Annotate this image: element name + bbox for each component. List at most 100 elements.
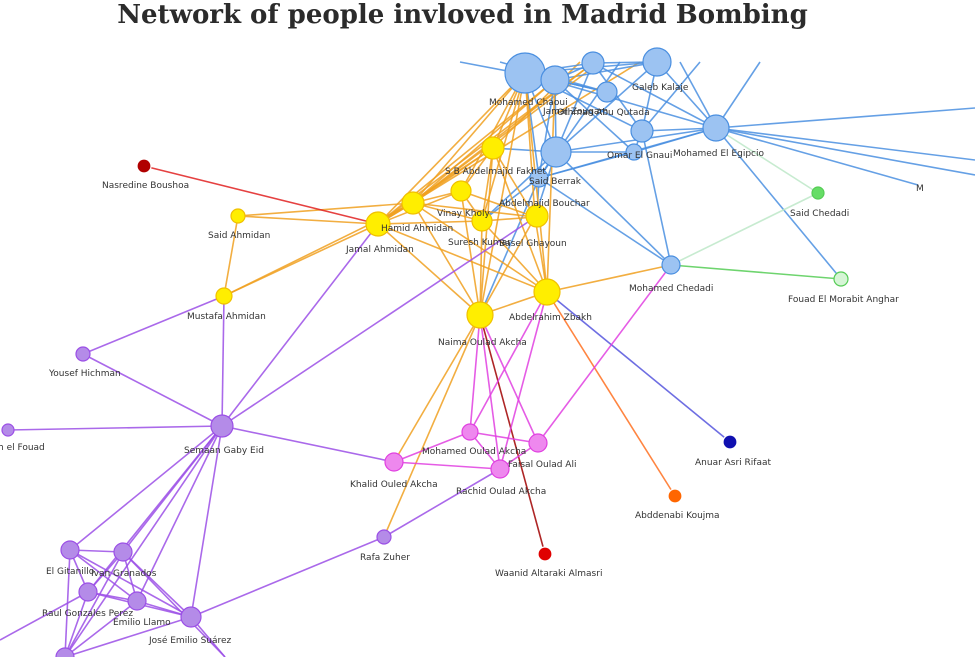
- node-label-left-edge: h el Fouad: [0, 443, 45, 453]
- node-jamal-zougam[interactable]: [540, 65, 570, 95]
- edge-jose_emilio_suarez-rafa_zuher: [190, 536, 385, 618]
- edge-faisal_oulad_ali-mohamed_chedadi: [537, 264, 672, 444]
- edge-naima_oulad_akcha-khalid_ouled_akcha: [393, 314, 481, 463]
- node-emilio-llamo[interactable]: [127, 591, 147, 611]
- edge-said_berrak-naima_oulad_akcha: [479, 177, 540, 316]
- edge-jamal_zougam-abdelrahim_zbakh: [546, 79, 556, 293]
- node-label-jose-emilio-suarez: José Emilio Suárez: [148, 635, 232, 646]
- edge-galeb_kalaje-mohamed_el_egipcio: [656, 61, 717, 129]
- edge-naima_oulad_akcha-rachid_oulad_akcha: [479, 314, 501, 470]
- node-rachid-oulad-akcha[interactable]: [490, 459, 510, 479]
- node-hamid-ahmidan[interactable]: [401, 191, 425, 215]
- node-label-raul-gonzales-perez: Raul Gonzales Perez: [42, 609, 133, 619]
- edge-blue_mid-mohamed_chedadi: [641, 130, 672, 266]
- node-label-el-gitanillo: El Gitanillo: [46, 567, 95, 577]
- edge-mohamed_el_egipcio-fouad_el_morabit_anghar: [715, 127, 842, 280]
- node-rafa-zuher[interactable]: [376, 529, 392, 545]
- edge-sb_abdelmajid_fakhet-naima_oulad_akcha: [479, 147, 494, 316]
- edge-mohamed_chedadi-said_chedadi: [670, 192, 819, 266]
- node-label-said-berrak: Said Berrak: [529, 177, 582, 187]
- node-said-berrak[interactable]: [529, 168, 549, 188]
- node-el-gitanillo[interactable]: [60, 540, 80, 560]
- node-mustafa-ahmidan[interactable]: [215, 287, 233, 305]
- node-label-omar-el-gnaui: Omar El Gnaui: [607, 151, 672, 161]
- node-ivan-granados[interactable]: [113, 542, 133, 562]
- edge-ivan_granados-bottom_left: [64, 551, 124, 657]
- node-mohamed-oulad-akcha[interactable]: [461, 423, 479, 441]
- node-suresh-kumar[interactable]: [471, 210, 493, 232]
- edge-semaan_gaby_eid-raul_gonzales_perez: [87, 425, 223, 593]
- node-mohamed-el-egipcio[interactable]: [702, 114, 730, 142]
- node-bottom-left[interactable]: [55, 647, 75, 657]
- edge-mohamed_chedadi-fouad_el_morabit_anghar: [670, 264, 842, 280]
- node-yousef-hichman[interactable]: [75, 346, 91, 362]
- edge-left_edge-semaan_gaby_eid: [7, 425, 223, 431]
- node-said-ahmidan[interactable]: [230, 208, 246, 224]
- edge-said_ahmidan-hamid_ahmidan: [237, 202, 414, 217]
- node-label-mohamed-el-egipcio: Mohamed El Egipcio: [673, 149, 764, 159]
- node-mohamed-chedadi[interactable]: [661, 255, 681, 275]
- edge-semaan_gaby_eid-abdelmajid_bouchar: [221, 215, 538, 427]
- node-vinay-kholy[interactable]: [450, 180, 472, 202]
- edge-semaan_gaby_eid-khalid_ouled_akcha: [221, 425, 395, 463]
- node-abdelmajid-bouchar[interactable]: [525, 204, 549, 228]
- edge-mohamed_el_egipcio-offscreen_right: [715, 127, 919, 186]
- edge-sb_abdelmajid_fakhet-suresh_kumar: [481, 147, 494, 222]
- edge-jamal_ahmidan-suresh_kumar: [377, 220, 483, 225]
- edge-suresh_kumar-naima_oulad_akcha: [479, 220, 483, 316]
- node-khalid-ouled-akcha[interactable]: [384, 452, 404, 472]
- node-mohamed-chaoui[interactable]: [504, 52, 546, 94]
- node-blue-center[interactable]: [540, 136, 572, 168]
- edge-jamal_zougam-galeb_kalaje: [554, 61, 658, 81]
- edge-abdelrahim_zbakh-rachid_oulad_akcha: [499, 291, 548, 470]
- node-fouad-el-morabit-anghar[interactable]: [833, 271, 849, 287]
- node-label-jamal-zougam: Jamal Zougam: [542, 107, 608, 117]
- node-raul-gonzales-perez[interactable]: [78, 582, 98, 602]
- node-label-hamid-ahmidan: Hamid Ahmidan: [381, 224, 453, 234]
- node-othman-abu-qutada[interactable]: [596, 81, 618, 103]
- node-omar-el-gnaui[interactable]: [625, 143, 643, 161]
- node-abddenabi-koujma[interactable]: [667, 488, 683, 504]
- node-label-galeb-kalaje: Galeb Kalaje: [632, 83, 689, 93]
- node-sb-abdelmajid-fakhet[interactable]: [481, 136, 505, 160]
- edge-offscreen: [715, 127, 975, 176]
- edge-semaan_gaby_eid-jamal_ahmidan: [221, 223, 379, 427]
- edge-semaan_gaby_eid-bottom_left: [64, 425, 223, 657]
- node-top-blue[interactable]: [581, 51, 605, 75]
- node-semaan-gaby-eid[interactable]: [210, 414, 234, 438]
- edge-el_gitanillo-jose_emilio_suarez: [69, 549, 192, 618]
- edge-vinay_kholy-naima_oulad_akcha: [460, 190, 481, 316]
- edge-mohamed_chaoui-vinay_kholy: [460, 72, 526, 192]
- node-label-rafa-zuher: Rafa Zuher: [360, 553, 410, 563]
- edge-rafa_zuher-rachid_oulad_akcha: [383, 468, 501, 538]
- edge-naima_oulad_akcha-faisal_oulad_ali: [479, 314, 539, 444]
- node-galeb-kalaje[interactable]: [642, 47, 672, 77]
- node-label-mohamed-chedadi: Mohamed Chedadi: [629, 284, 713, 294]
- node-jose-emilio-suarez[interactable]: [180, 606, 202, 628]
- node-blue-mid[interactable]: [630, 119, 654, 143]
- edge-galeb_kalaje-blue_center: [555, 61, 658, 153]
- edge-blue_center-mohamed_chedadi: [555, 151, 672, 266]
- node-label-waanid-altaraki-almasri: Waanid Altaraki Almasri: [495, 569, 602, 579]
- edge-mohamed_oulad_akcha-khalid_ouled_akcha: [393, 431, 471, 463]
- node-label-basel-ghayoun: Basel Ghayoun: [499, 239, 567, 249]
- node-abdelrahim-zbakh[interactable]: [533, 278, 561, 306]
- node-faisal-oulad-ali[interactable]: [528, 433, 548, 453]
- node-naima-oulad-akcha[interactable]: [466, 301, 494, 329]
- edge-khalid_ouled_akcha-rachid_oulad_akcha: [393, 461, 501, 470]
- edge-semaan_gaby_eid-jose_emilio_suarez: [190, 425, 223, 618]
- node-anuar-asri-rifaat[interactable]: [722, 434, 738, 450]
- node-left-edge[interactable]: [1, 423, 15, 437]
- node-nasredine-boushoa[interactable]: [136, 158, 152, 174]
- node-jamal-ahmidan[interactable]: [365, 211, 391, 237]
- node-said-chedadi[interactable]: [811, 186, 825, 200]
- edge-top_blue-blue_center: [555, 62, 594, 153]
- edge-naima_oulad_akcha-waanid_altaraki_almasri: [479, 314, 546, 555]
- node-label-nasredine-boushoa: Nasredine Boushoa: [102, 181, 189, 191]
- node-layer: [1, 47, 849, 657]
- node-waanid-altaraki-almasri[interactable]: [537, 546, 553, 562]
- edge-jamal_zougam-omar_el_gnaui: [554, 79, 635, 153]
- node-label-othman-abu-qutada: Othman Abu Qutada: [557, 108, 650, 118]
- edge-ivan_granados-jose_emilio_suarez: [122, 551, 192, 618]
